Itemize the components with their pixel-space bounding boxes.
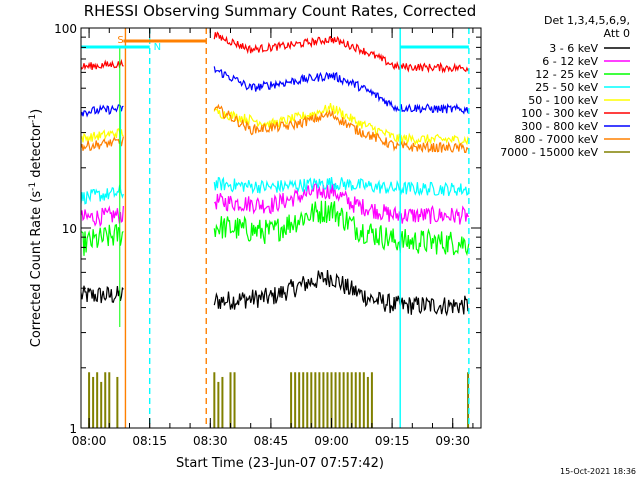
- trace-8-2: [213, 103, 470, 154]
- series-8: [80, 103, 470, 154]
- y-axis-label: Corrected Count Rate (s-1 detector-1): [28, 109, 44, 347]
- legend-label-8: 800 - 7000 keV: [514, 133, 598, 146]
- timestamp: 15-Oct-2021 18:36: [560, 467, 636, 476]
- x-tick-label-6: 09:15: [375, 434, 410, 448]
- trace-8-1: [80, 136, 124, 152]
- series-6: [80, 31, 470, 74]
- y-tick-label-1: 1: [69, 422, 77, 436]
- trace-2-1: [80, 205, 124, 228]
- trace-4-1: [80, 184, 124, 205]
- legend-label-4: 25 - 50 keV: [535, 81, 598, 94]
- night-flag-label-1: N: [154, 42, 161, 53]
- legend-label-3: 12 - 25 keV: [535, 68, 598, 81]
- trace-7-1: [80, 104, 124, 118]
- series-7: [80, 66, 470, 118]
- series-1: [80, 270, 470, 317]
- y-label-part-b: detector: [29, 122, 44, 182]
- trace-2-2: [213, 183, 470, 225]
- y-label-sup-1: -1: [28, 182, 38, 191]
- trace-6-2: [213, 31, 470, 74]
- trace-1-2: [213, 270, 470, 317]
- saa-flag-label: S: [117, 35, 123, 46]
- x-tick-label-1: 08:00: [72, 434, 107, 448]
- x-axis-label: Start Time (23-Jun-07 07:57:42): [176, 456, 384, 471]
- legend-label-9: 7000 - 15000 keV: [500, 146, 598, 159]
- y-tick-label-3: 100: [54, 22, 77, 36]
- series-9: [88, 372, 470, 428]
- x-tick-label-3: 08:30: [193, 434, 228, 448]
- series-2: [80, 183, 470, 228]
- legend-label-1: 3 - 6 keV: [549, 42, 598, 55]
- legend-header-line-2: Att 0: [604, 27, 630, 40]
- x-tick-label-4: 08:45: [254, 434, 289, 448]
- legend-label-2: 6 - 12 keV: [542, 55, 598, 68]
- trace-5-2: [213, 102, 470, 146]
- legend-label-6: 100 - 300 keV: [521, 107, 598, 120]
- y-label-part-a: Corrected Count Rate (s: [29, 191, 44, 348]
- y-label-part-c: ): [29, 109, 44, 114]
- y-label-sup-2: -1: [28, 114, 38, 123]
- trace-7-2: [213, 66, 470, 115]
- legend-label-7: 300 - 800 keV: [521, 120, 598, 133]
- x-tick-label-5: 09:00: [314, 434, 349, 448]
- chart-title: RHESSI Observing Summary Count Rates, Co…: [84, 2, 477, 20]
- y-tick-label-2: 10: [62, 222, 77, 236]
- trace-4-2: [213, 176, 470, 197]
- x-tick-label-7: 09:30: [435, 434, 470, 448]
- legend-label-5: 50 - 100 keV: [528, 94, 598, 107]
- x-tick-label-2: 08:15: [132, 434, 167, 448]
- trace-3-2: [213, 200, 470, 257]
- legend-header-line-1: Det 1,3,4,5,6,9,: [544, 14, 630, 27]
- trace-6-1: [80, 58, 124, 71]
- series-3: [80, 200, 470, 257]
- series-4: [80, 176, 470, 205]
- trace-1-1: [80, 285, 124, 304]
- trace-3-1: [80, 223, 124, 256]
